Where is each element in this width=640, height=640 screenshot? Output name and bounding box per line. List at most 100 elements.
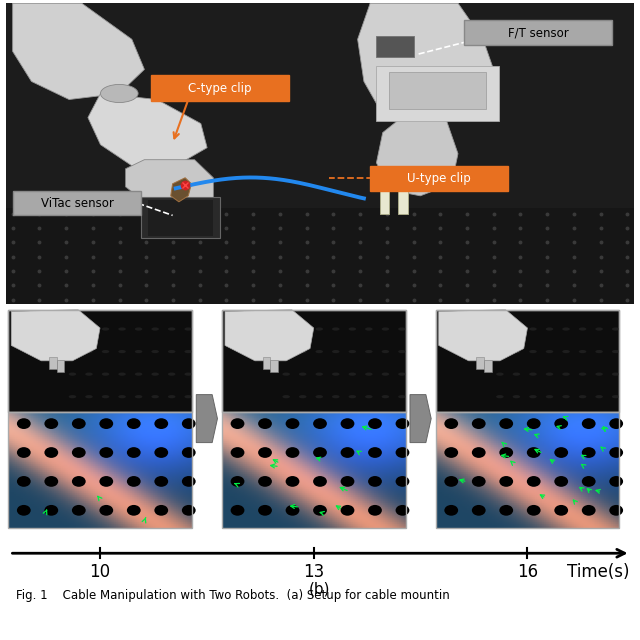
Circle shape xyxy=(102,395,109,398)
Circle shape xyxy=(546,328,553,331)
Circle shape xyxy=(152,395,159,398)
Polygon shape xyxy=(358,3,495,124)
Ellipse shape xyxy=(154,505,168,516)
Ellipse shape xyxy=(609,505,623,516)
Circle shape xyxy=(332,395,340,398)
Circle shape xyxy=(118,395,126,398)
Circle shape xyxy=(496,395,504,398)
Circle shape xyxy=(102,372,109,376)
Circle shape xyxy=(332,372,340,376)
Circle shape xyxy=(135,372,142,376)
Ellipse shape xyxy=(554,505,568,516)
Ellipse shape xyxy=(154,418,168,429)
Circle shape xyxy=(398,395,406,398)
Circle shape xyxy=(168,395,175,398)
Circle shape xyxy=(118,372,126,376)
Circle shape xyxy=(365,395,372,398)
Ellipse shape xyxy=(72,476,86,487)
Circle shape xyxy=(365,350,372,353)
Circle shape xyxy=(349,395,356,398)
Circle shape xyxy=(496,372,504,376)
FancyBboxPatch shape xyxy=(6,208,634,304)
Circle shape xyxy=(398,372,406,376)
Circle shape xyxy=(118,350,126,353)
Polygon shape xyxy=(196,395,218,443)
FancyBboxPatch shape xyxy=(484,360,492,372)
Ellipse shape xyxy=(127,505,141,516)
Circle shape xyxy=(282,350,290,353)
Ellipse shape xyxy=(313,505,327,516)
Polygon shape xyxy=(410,395,431,443)
Polygon shape xyxy=(171,178,191,202)
Ellipse shape xyxy=(340,447,355,458)
Ellipse shape xyxy=(72,418,86,429)
FancyBboxPatch shape xyxy=(398,184,408,214)
FancyBboxPatch shape xyxy=(380,184,389,214)
Circle shape xyxy=(579,350,586,353)
Polygon shape xyxy=(225,310,314,361)
Circle shape xyxy=(85,372,93,376)
Ellipse shape xyxy=(444,476,458,487)
Ellipse shape xyxy=(258,447,272,458)
Ellipse shape xyxy=(472,447,486,458)
Circle shape xyxy=(184,350,192,353)
FancyBboxPatch shape xyxy=(263,357,270,369)
Ellipse shape xyxy=(127,418,141,429)
Ellipse shape xyxy=(499,447,513,458)
FancyBboxPatch shape xyxy=(141,197,220,238)
Ellipse shape xyxy=(527,418,541,429)
Ellipse shape xyxy=(499,418,513,429)
FancyBboxPatch shape xyxy=(376,67,499,120)
FancyBboxPatch shape xyxy=(464,20,612,45)
Polygon shape xyxy=(13,3,145,99)
Circle shape xyxy=(152,372,159,376)
Ellipse shape xyxy=(182,447,196,458)
Ellipse shape xyxy=(258,476,272,487)
Circle shape xyxy=(513,328,520,331)
Ellipse shape xyxy=(285,505,300,516)
Circle shape xyxy=(184,395,192,398)
Circle shape xyxy=(349,328,356,331)
Ellipse shape xyxy=(554,476,568,487)
Polygon shape xyxy=(125,160,213,208)
Circle shape xyxy=(612,395,620,398)
Ellipse shape xyxy=(313,447,327,458)
Ellipse shape xyxy=(127,476,141,487)
Circle shape xyxy=(349,350,356,353)
Circle shape xyxy=(102,328,109,331)
Ellipse shape xyxy=(154,476,168,487)
Circle shape xyxy=(546,350,553,353)
Ellipse shape xyxy=(368,418,382,429)
Circle shape xyxy=(595,395,603,398)
Circle shape xyxy=(546,395,553,398)
FancyBboxPatch shape xyxy=(370,166,508,191)
Text: ViTac sensor: ViTac sensor xyxy=(40,197,113,210)
Ellipse shape xyxy=(127,447,141,458)
Text: 16: 16 xyxy=(517,563,538,580)
Ellipse shape xyxy=(230,476,244,487)
Ellipse shape xyxy=(396,505,410,516)
Ellipse shape xyxy=(182,418,196,429)
Ellipse shape xyxy=(44,418,58,429)
Circle shape xyxy=(85,350,93,353)
Ellipse shape xyxy=(99,418,113,429)
Text: U-type clip: U-type clip xyxy=(407,172,471,185)
Ellipse shape xyxy=(396,476,410,487)
Ellipse shape xyxy=(609,447,623,458)
Text: C-type clip: C-type clip xyxy=(188,82,252,95)
Ellipse shape xyxy=(99,505,113,516)
Ellipse shape xyxy=(182,505,196,516)
FancyBboxPatch shape xyxy=(150,76,289,101)
Ellipse shape xyxy=(182,476,196,487)
Circle shape xyxy=(612,350,620,353)
Circle shape xyxy=(398,350,406,353)
Circle shape xyxy=(563,372,570,376)
Ellipse shape xyxy=(17,505,31,516)
Circle shape xyxy=(102,350,109,353)
Ellipse shape xyxy=(444,505,458,516)
Circle shape xyxy=(184,328,192,331)
Circle shape xyxy=(579,328,586,331)
Text: 13: 13 xyxy=(303,563,324,580)
Ellipse shape xyxy=(368,476,382,487)
Polygon shape xyxy=(376,118,458,196)
